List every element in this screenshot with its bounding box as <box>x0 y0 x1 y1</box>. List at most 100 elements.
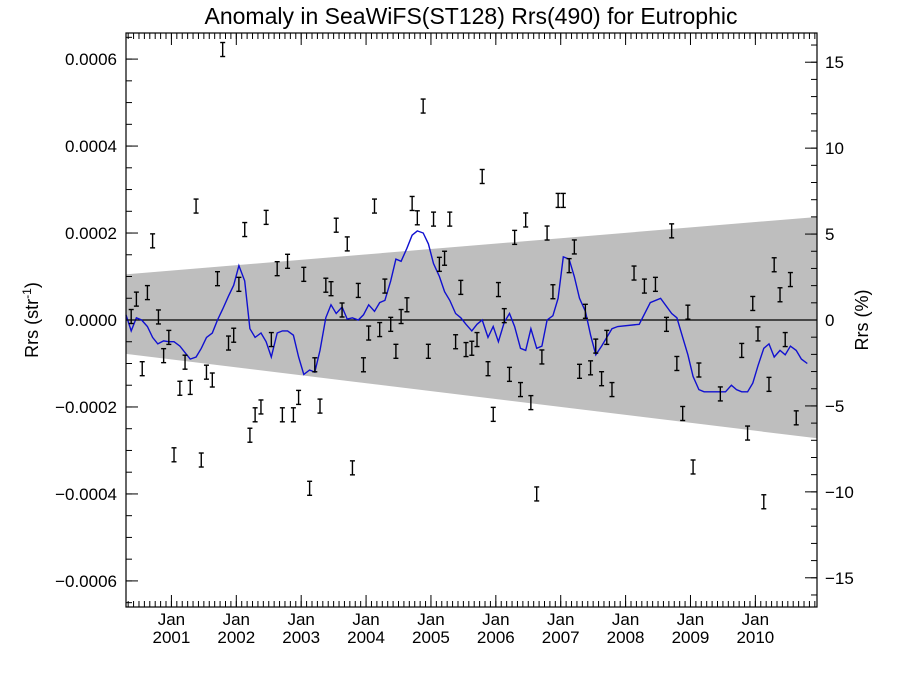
chart-title: Anomaly in SeaWiFS(ST128) Rrs(490) for E… <box>204 3 737 29</box>
y-axis-left-label: Rrs (str-1) <box>20 282 42 358</box>
plot-area: 0.0006 0.0004 0.0002 0.0000 −0.0002 −0.0004 −0… <box>55 32 854 647</box>
data-point <box>139 361 145 377</box>
data-point <box>388 316 394 333</box>
data-point <box>161 347 167 364</box>
data-point <box>155 309 161 325</box>
data-point <box>301 266 307 283</box>
data-point <box>680 405 686 422</box>
data-point <box>252 407 258 423</box>
x-tick-label-month: Jan <box>352 610 379 629</box>
data-point <box>674 355 680 372</box>
y-axis-right-label: Rrs (%) <box>852 290 872 351</box>
data-point <box>745 425 751 441</box>
x-tick-label-year: 2004 <box>347 628 385 647</box>
data-point <box>279 407 285 423</box>
data-point <box>372 198 378 214</box>
data-point <box>355 282 361 299</box>
data-point <box>641 278 647 294</box>
data-point <box>231 327 237 343</box>
data-point <box>604 329 610 346</box>
data-point <box>431 211 437 227</box>
data-point <box>771 257 777 273</box>
data-point <box>571 239 577 255</box>
x-tick-label-year: 2009 <box>672 628 710 647</box>
data-point <box>766 376 772 393</box>
data-point <box>453 334 459 350</box>
data-point <box>133 291 139 307</box>
x-tick-label-month: Jan <box>287 610 314 629</box>
data-point <box>274 260 280 277</box>
data-point <box>220 41 226 58</box>
data-point <box>263 209 269 226</box>
x-tick-label-month: Jan <box>547 610 574 629</box>
data-point <box>328 280 334 297</box>
data-point <box>360 357 366 373</box>
data-point <box>550 284 556 300</box>
uncertainty-band <box>126 216 817 439</box>
data-point <box>512 229 518 246</box>
data-point <box>593 338 599 354</box>
y2-tick-label: −10 <box>825 483 854 502</box>
data-point <box>366 325 372 341</box>
y-tick-label: −0.0006 <box>55 572 117 591</box>
data-point <box>696 362 702 378</box>
data-point <box>242 221 248 238</box>
x-tick-label-year: 2008 <box>607 628 645 647</box>
data-point <box>425 343 431 360</box>
data-point <box>420 98 426 114</box>
data-point <box>404 297 410 313</box>
data-point <box>479 168 485 185</box>
smoothed-series-line <box>125 230 808 393</box>
data-point <box>285 253 291 269</box>
x-tick-label-month: Jan <box>742 610 769 629</box>
y-tick-label: −0.0004 <box>55 485 117 504</box>
data-point <box>247 427 253 443</box>
data-point <box>187 379 193 396</box>
data-point <box>150 233 156 249</box>
data-point <box>409 195 415 212</box>
data-point <box>463 341 469 358</box>
data-point <box>193 198 199 214</box>
data-point <box>128 308 134 325</box>
data-point <box>501 307 507 324</box>
data-point <box>523 212 529 228</box>
data-point <box>490 406 496 423</box>
data-point <box>317 398 323 414</box>
data-point <box>393 343 399 360</box>
x-tick-label-year: 2001 <box>153 628 191 647</box>
data-point <box>755 326 761 342</box>
x-tick-label-month: Jan <box>417 610 444 629</box>
data-point <box>652 276 658 293</box>
y-tick-label: 0.0006 <box>65 50 117 69</box>
data-point <box>739 342 745 359</box>
data-point <box>312 357 318 373</box>
data-point <box>442 250 448 266</box>
data-point <box>382 278 388 294</box>
data-point <box>458 279 464 296</box>
data-point <box>631 265 637 281</box>
data-point <box>588 360 594 376</box>
data-point <box>539 349 545 365</box>
data-point <box>377 321 383 338</box>
x-tick-label-year: 2002 <box>217 628 255 647</box>
y-tick-label: 0.0000 <box>65 311 117 330</box>
data-point <box>414 210 420 226</box>
data-point <box>506 366 512 383</box>
data-point <box>198 452 204 468</box>
y2-tick-label: 10 <box>825 139 844 158</box>
data-point <box>555 192 561 209</box>
y2-tick-label: −5 <box>825 397 844 416</box>
data-point <box>296 389 302 406</box>
data-point <box>171 447 177 463</box>
x-tick-label-year: 2005 <box>412 628 450 647</box>
data-point <box>761 494 767 510</box>
data-point <box>528 394 534 411</box>
x-tick-label-month: Jan <box>482 610 509 629</box>
y-tick-label: 0.0004 <box>65 137 117 156</box>
data-point <box>182 354 188 370</box>
data-point <box>750 295 756 312</box>
data-point <box>717 386 723 402</box>
data-point <box>577 363 583 380</box>
data-point <box>534 486 540 502</box>
